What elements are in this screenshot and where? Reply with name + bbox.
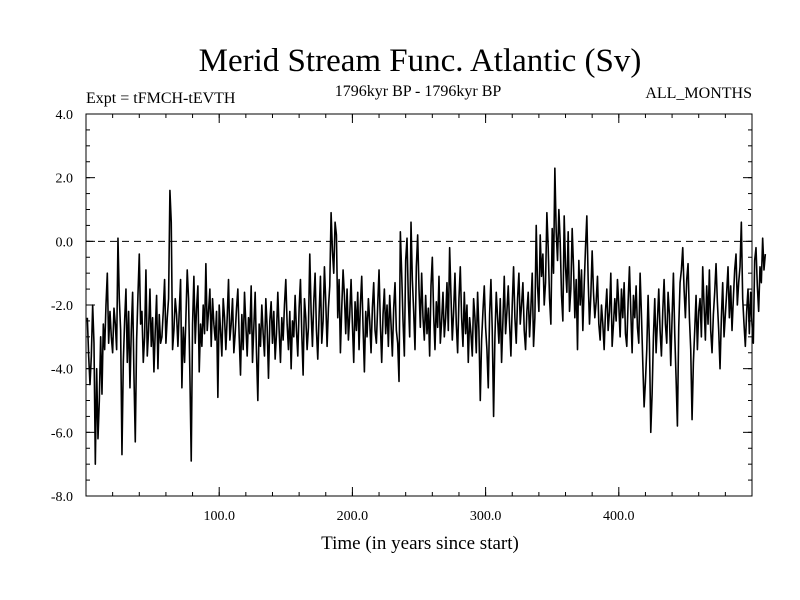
series-line — [86, 167, 767, 465]
x-tick-label: 400.0 — [603, 509, 635, 524]
chart-title: Merid Stream Func. Atlantic (Sv) — [199, 43, 642, 79]
x-tick-label: 200.0 — [337, 509, 369, 524]
y-tick-label: 4.0 — [56, 108, 74, 123]
y-tick-label: -8.0 — [51, 490, 73, 505]
date-range-label: 1796kyr BP - 1796kyr BP — [335, 83, 502, 100]
plot-area: 100.0 200.0 300.0 400.0 -8.0 -6.0 -4.0 -2.0 0.0 2… — [51, 108, 767, 524]
y-tick-label: -2.0 — [51, 299, 73, 314]
experiment-label: Expt = tFMCH-tEVTH — [86, 90, 236, 107]
x-tick-label: 300.0 — [470, 509, 502, 524]
y-tick-label: 0.0 — [56, 235, 74, 250]
x-axis-label: Time (in years since start) — [321, 533, 519, 554]
y-tick-label: 2.0 — [56, 172, 74, 187]
y-tick-label: -4.0 — [51, 363, 73, 378]
x-tick-label: 100.0 — [203, 509, 235, 524]
months-label: ALL_MONTHS — [645, 85, 752, 102]
y-tick-label: -6.0 — [51, 426, 73, 441]
